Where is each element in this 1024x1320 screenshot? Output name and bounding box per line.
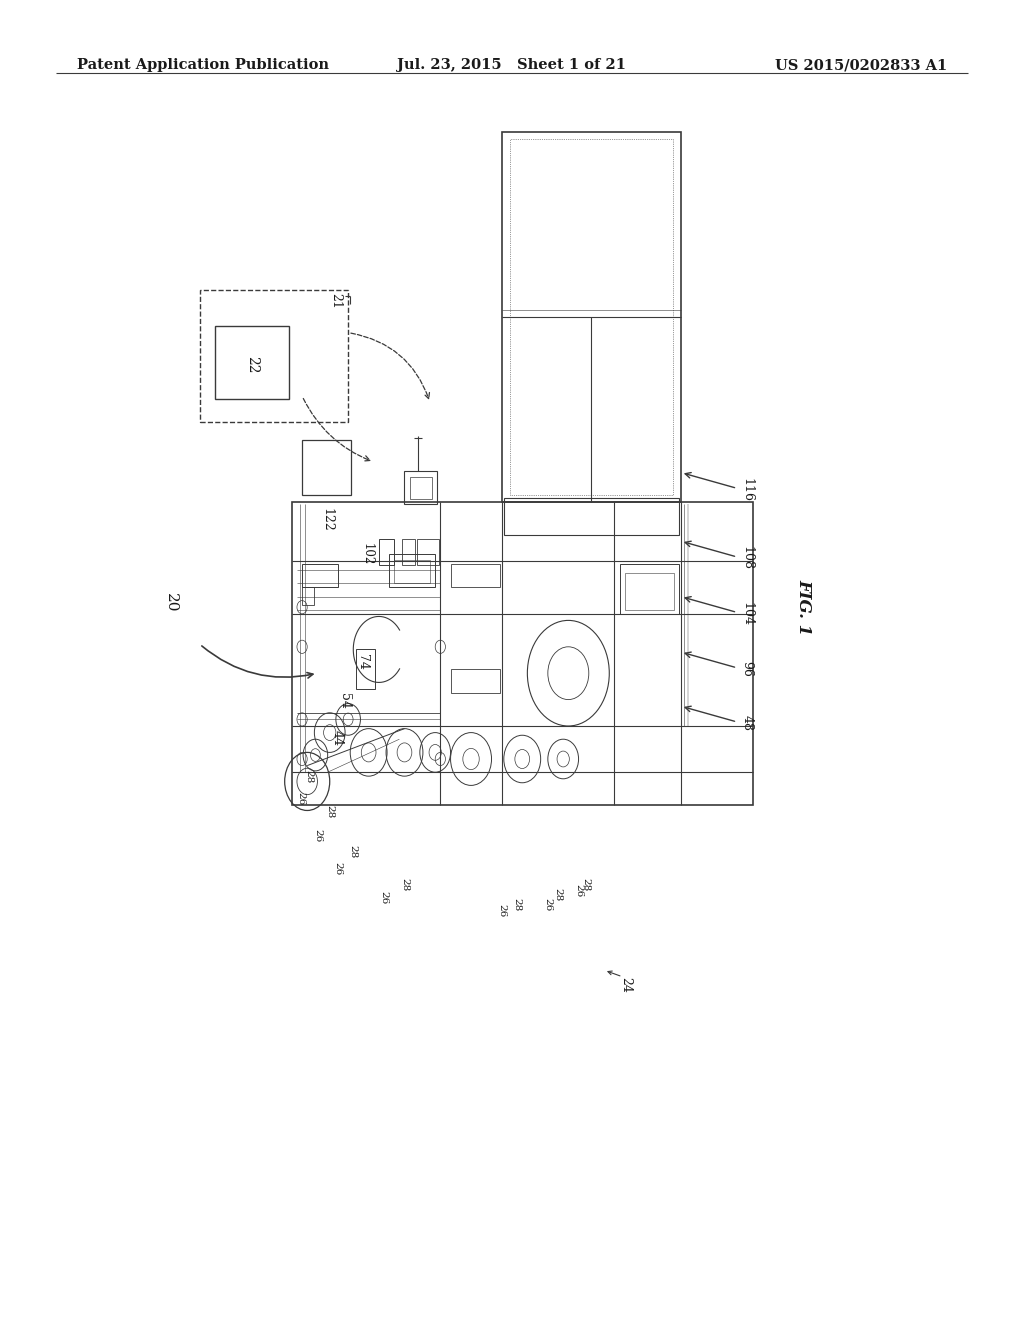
Text: 96: 96 <box>740 661 754 677</box>
Bar <box>404 471 437 504</box>
Bar <box>620 564 679 614</box>
Text: 28: 28 <box>305 770 313 783</box>
Text: 26: 26 <box>574 884 583 898</box>
Text: 28: 28 <box>513 898 521 911</box>
Bar <box>292 502 753 805</box>
Text: 26: 26 <box>334 862 342 875</box>
Text: 104: 104 <box>740 602 754 626</box>
Text: 26: 26 <box>313 829 322 842</box>
Text: 26: 26 <box>544 898 552 911</box>
Bar <box>502 132 681 502</box>
Text: 22: 22 <box>245 355 259 374</box>
Text: 26: 26 <box>380 891 388 904</box>
Text: 28: 28 <box>554 888 562 902</box>
Text: 108: 108 <box>740 546 754 570</box>
Bar <box>510 139 673 495</box>
Bar <box>451 669 500 693</box>
Bar <box>451 564 500 587</box>
Text: FIG. 1: FIG. 1 <box>796 579 812 635</box>
Text: 26: 26 <box>498 904 506 917</box>
Bar <box>389 554 435 587</box>
Text: US 2015/0202833 A1: US 2015/0202833 A1 <box>775 58 947 73</box>
Bar <box>394 560 430 583</box>
Bar <box>302 587 314 605</box>
Text: 24: 24 <box>620 977 633 993</box>
Bar <box>504 498 679 535</box>
Text: 48: 48 <box>740 715 754 731</box>
Bar <box>379 539 394 565</box>
Text: 54: 54 <box>338 693 351 709</box>
Bar <box>215 326 289 399</box>
Text: Patent Application Publication: Patent Application Publication <box>77 58 329 73</box>
Bar <box>625 573 674 610</box>
Text: 102: 102 <box>360 544 374 565</box>
Text: 122: 122 <box>321 508 333 532</box>
Bar <box>402 539 415 565</box>
Bar <box>302 440 351 495</box>
Bar <box>200 290 348 422</box>
Bar <box>356 649 375 689</box>
Bar <box>302 564 338 587</box>
Text: 28: 28 <box>400 878 409 891</box>
Text: 21: 21 <box>330 293 342 309</box>
Text: 28: 28 <box>582 878 590 891</box>
Bar <box>417 539 439 565</box>
Bar <box>410 477 432 499</box>
Text: 28: 28 <box>326 805 334 818</box>
Text: 74: 74 <box>356 653 370 669</box>
Text: 116: 116 <box>740 478 754 502</box>
Text: 20: 20 <box>164 593 178 612</box>
Text: 26: 26 <box>297 792 305 805</box>
Text: 28: 28 <box>349 845 357 858</box>
Text: Jul. 23, 2015   Sheet 1 of 21: Jul. 23, 2015 Sheet 1 of 21 <box>397 58 627 73</box>
Text: 44: 44 <box>331 730 344 746</box>
